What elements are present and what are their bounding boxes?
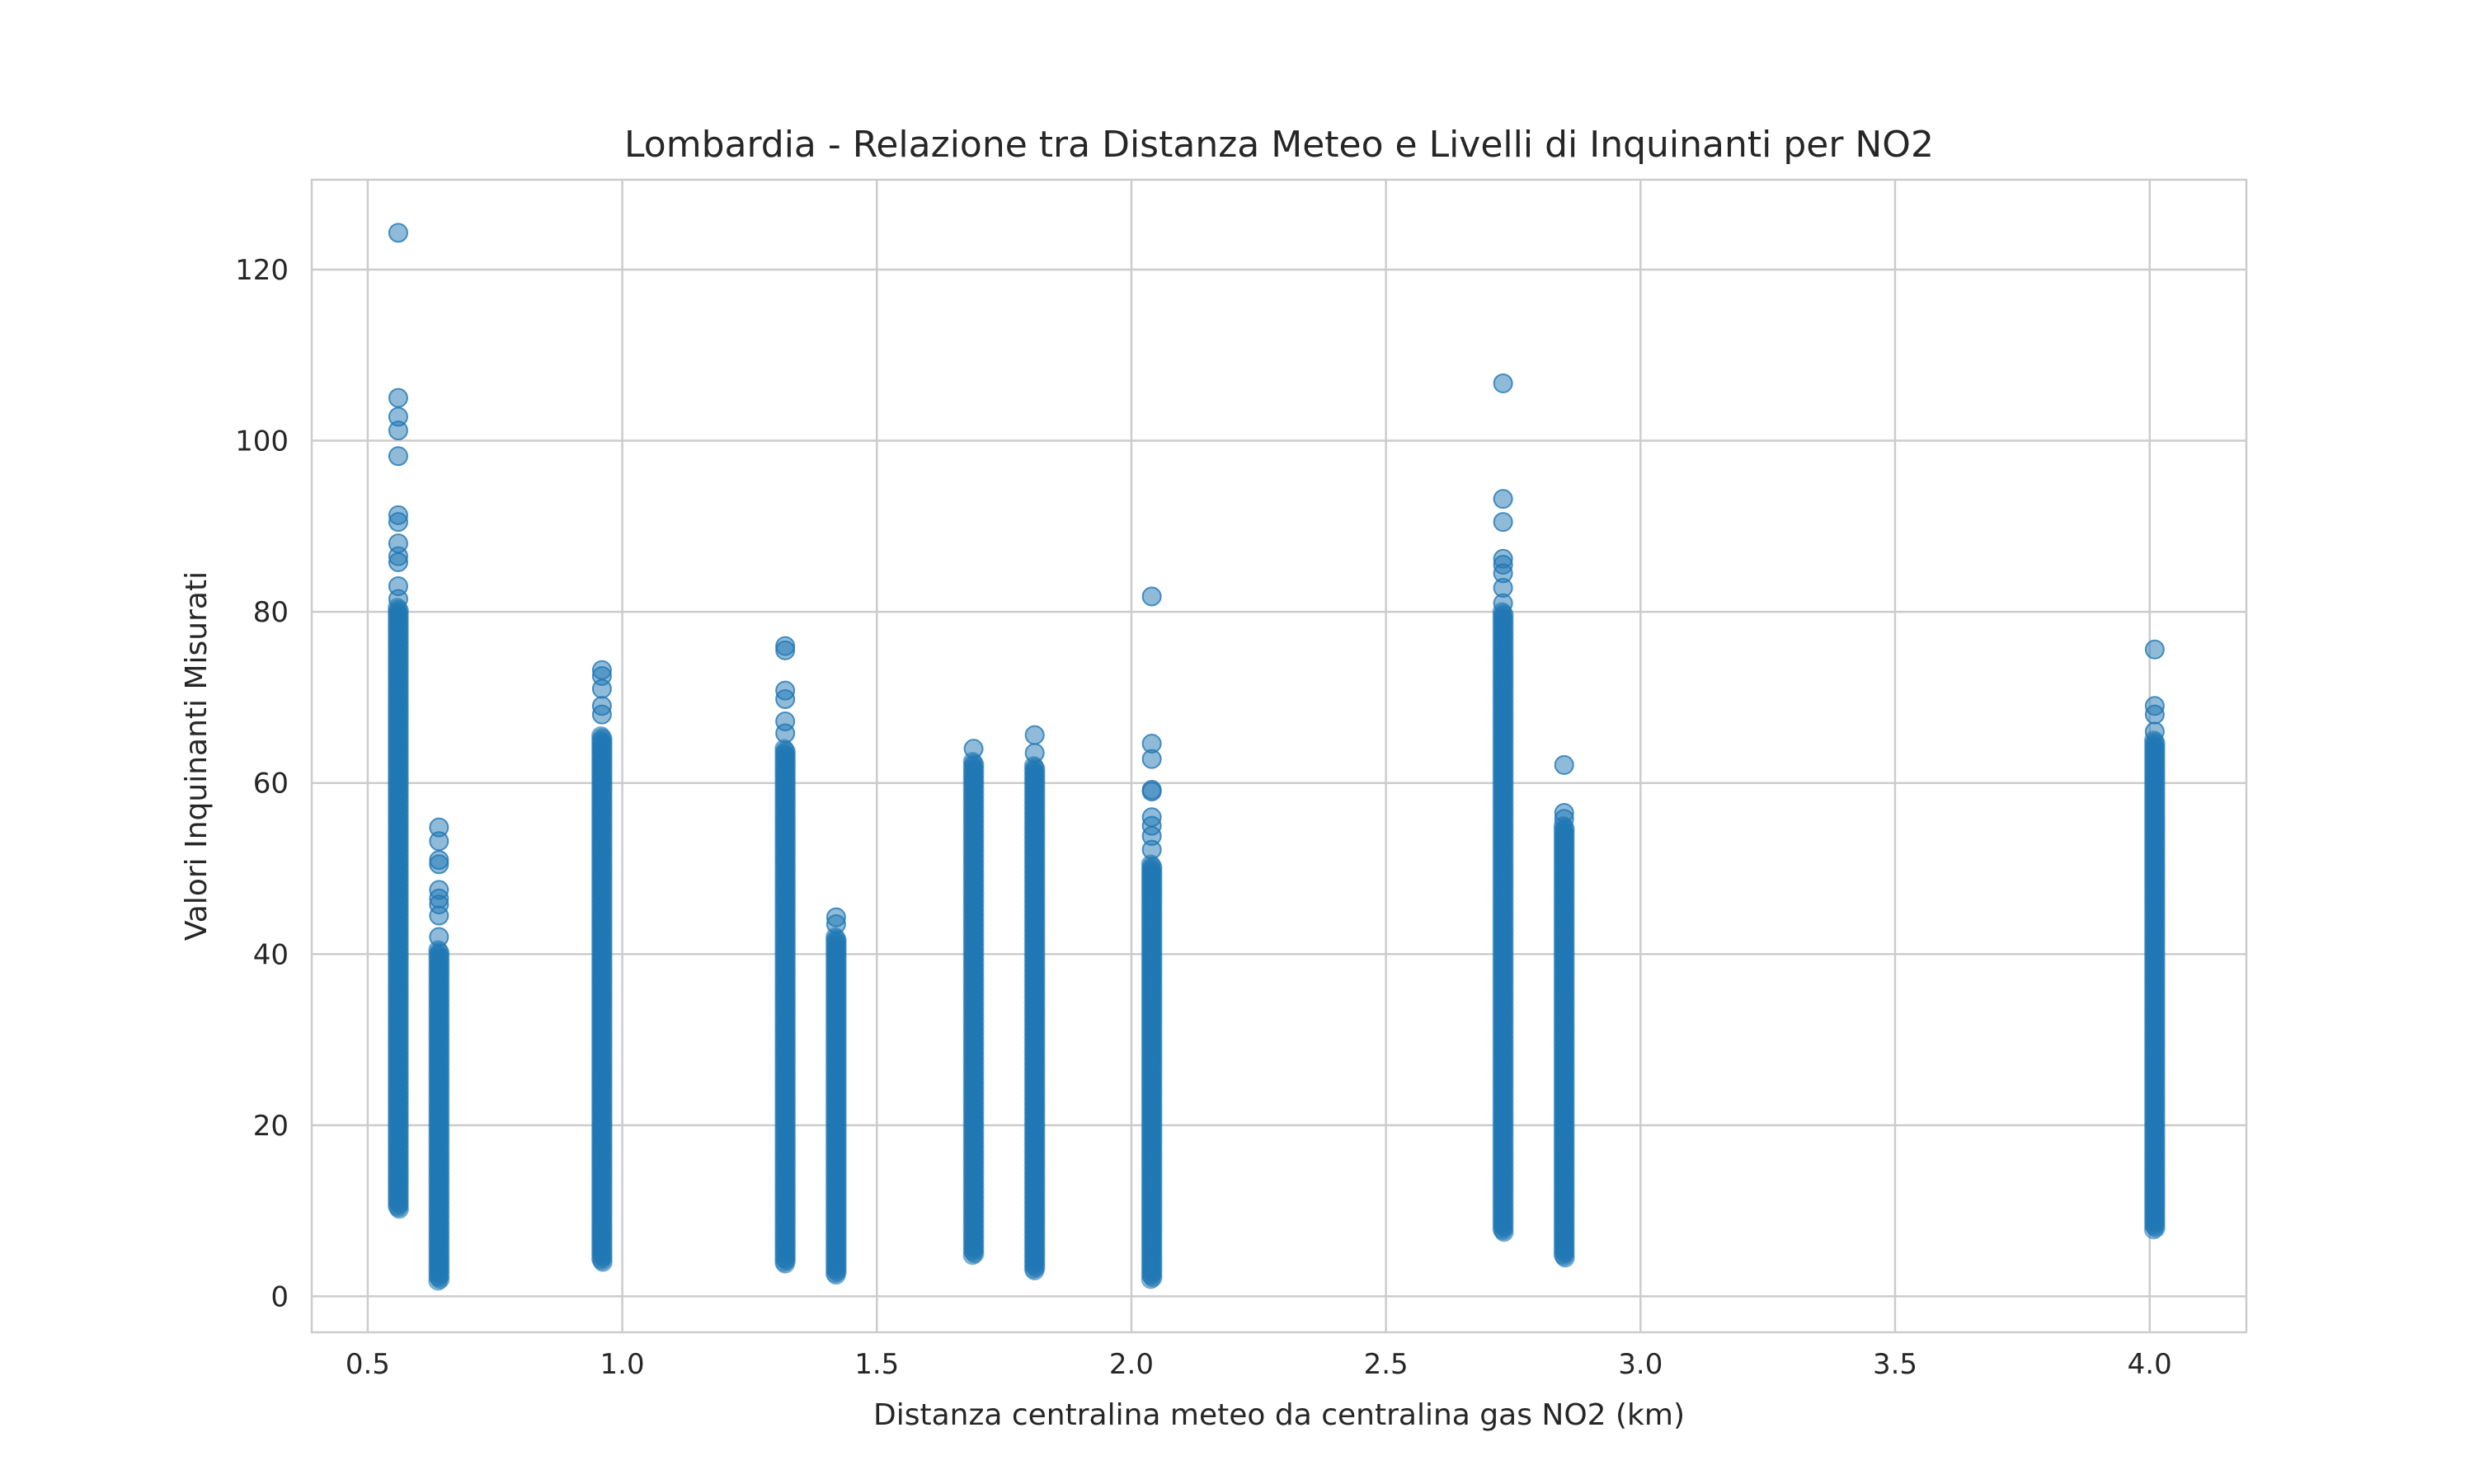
x-tick-label: 4.0 xyxy=(2128,1348,2172,1381)
data-point xyxy=(1141,839,1162,860)
data-point xyxy=(389,1199,409,1219)
data-column xyxy=(428,817,450,1291)
y-tick-label: 40 xyxy=(253,938,289,971)
data-column xyxy=(388,223,409,1219)
data-point xyxy=(775,723,796,744)
data-point xyxy=(2144,704,2165,725)
data-point xyxy=(388,552,408,572)
y-axis-label: Valori Inquinanti Misurati xyxy=(180,571,214,941)
data-point xyxy=(388,387,408,408)
data-point xyxy=(1493,512,1513,533)
data-point xyxy=(1141,1269,1161,1289)
y-tick-label: 60 xyxy=(253,768,289,801)
y-tick-label: 80 xyxy=(253,596,289,629)
x-axis-label: Distanza centralina meteo da centralina … xyxy=(873,1398,1685,1432)
data-point xyxy=(1141,749,1162,769)
data-point xyxy=(388,446,408,467)
data-column xyxy=(1023,725,1046,1281)
data-column xyxy=(774,636,797,1274)
data-points xyxy=(388,223,2166,1291)
data-point xyxy=(388,420,408,441)
data-point xyxy=(1493,489,1513,510)
data-point xyxy=(593,1252,613,1272)
data-point xyxy=(429,854,449,875)
data-point xyxy=(388,589,408,609)
data-point xyxy=(1555,1247,1575,1268)
data-point xyxy=(775,1254,795,1274)
data-point xyxy=(775,688,796,709)
data-point xyxy=(428,1270,448,1291)
data-point xyxy=(1554,754,1574,775)
x-tick-label: 1.0 xyxy=(600,1348,645,1381)
y-tick-label: 120 xyxy=(235,254,289,287)
data-point xyxy=(388,512,408,533)
data-column xyxy=(590,660,613,1272)
x-tick-label: 2.0 xyxy=(1109,1348,1154,1381)
data-point xyxy=(2144,721,2165,742)
data-point xyxy=(1493,593,1513,613)
x-tick-label: 0.5 xyxy=(346,1348,390,1381)
data-column xyxy=(2143,639,2166,1240)
x-tick-label: 1.5 xyxy=(854,1348,899,1381)
data-point xyxy=(1493,373,1513,394)
data-point xyxy=(825,913,846,934)
data-point xyxy=(1024,1261,1045,1281)
data-column xyxy=(962,739,985,1266)
x-tick-label: 2.5 xyxy=(1364,1348,1409,1381)
data-point xyxy=(591,679,612,699)
chart-title: Lombardia - Relazione tra Distanza Meteo… xyxy=(624,124,1934,166)
data-point xyxy=(963,739,984,759)
data-column xyxy=(1492,373,1514,1242)
data-point xyxy=(591,704,612,725)
data-point xyxy=(2144,639,2165,660)
y-tick-label: 0 xyxy=(270,1280,289,1313)
data-point xyxy=(826,1265,846,1285)
data-point xyxy=(962,1245,983,1266)
data-point xyxy=(775,640,796,660)
data-point xyxy=(1494,1222,1514,1242)
data-point xyxy=(429,905,449,926)
data-point xyxy=(1141,782,1162,802)
y-tick-label: 20 xyxy=(253,1110,289,1143)
data-point xyxy=(1554,809,1574,829)
data-point xyxy=(1141,586,1162,607)
grid-lines xyxy=(312,180,2246,1332)
x-tick-label: 3.5 xyxy=(1873,1348,1917,1381)
data-point xyxy=(1024,725,1045,745)
data-column xyxy=(825,907,847,1285)
y-tick-label: 100 xyxy=(235,425,289,458)
data-column xyxy=(1553,754,1575,1268)
data-point xyxy=(1024,743,1045,763)
x-tick-label: 3.0 xyxy=(1618,1348,1663,1381)
data-point xyxy=(429,831,449,852)
data-point xyxy=(388,223,408,243)
data-point xyxy=(429,927,449,947)
data-point xyxy=(2143,1219,2164,1240)
